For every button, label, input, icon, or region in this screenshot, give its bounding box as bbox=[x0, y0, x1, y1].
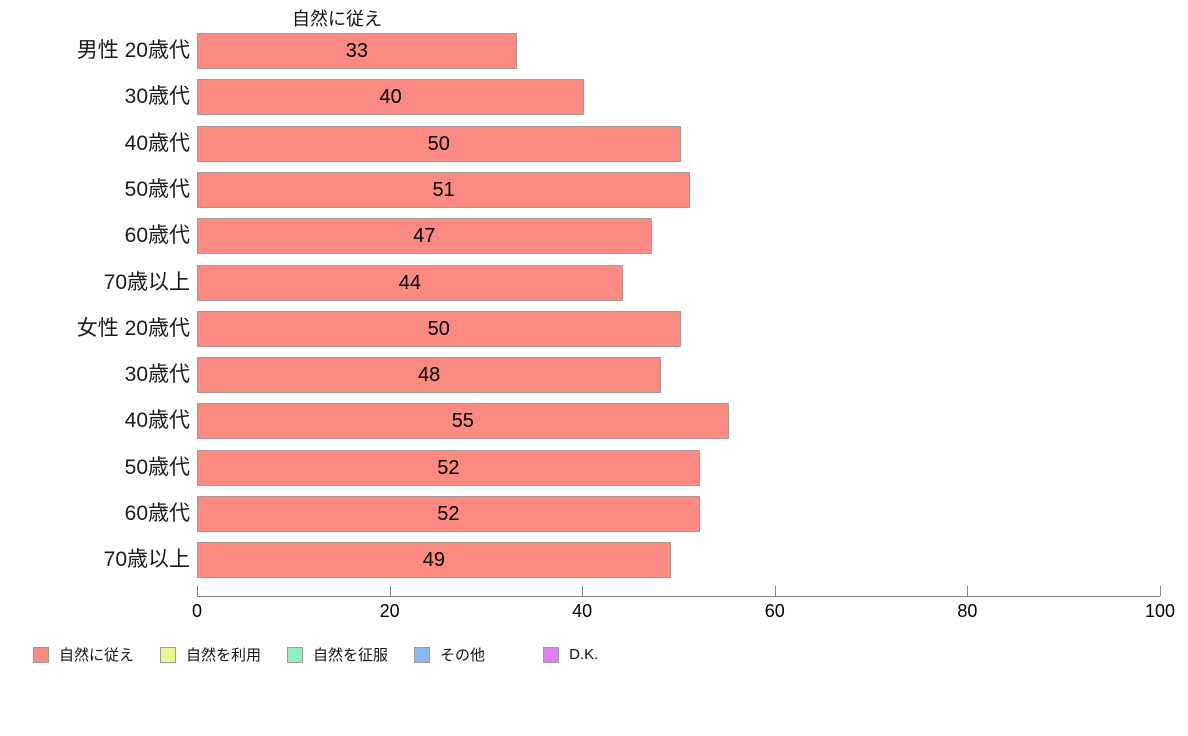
bar: 40 bbox=[197, 79, 585, 115]
bar: 50 bbox=[197, 126, 681, 162]
bar: 55 bbox=[197, 403, 729, 439]
bar-value-label: 52 bbox=[437, 503, 460, 525]
bar: 50 bbox=[197, 311, 681, 347]
x-axis-line bbox=[197, 596, 1160, 597]
legend-item: D.K. bbox=[543, 646, 598, 663]
category-label: 60歳代 bbox=[124, 502, 190, 525]
bar-track: 50 bbox=[197, 126, 1160, 162]
bar-value-label: 47 bbox=[413, 225, 436, 247]
bar-value-label: 55 bbox=[451, 410, 474, 432]
bar-row: 70歳以上 44 bbox=[0, 265, 1188, 301]
bar-track: 47 bbox=[197, 218, 1160, 254]
x-axis-tick-label: 60 bbox=[764, 601, 785, 621]
bar-track: 44 bbox=[197, 265, 1160, 301]
x-axis-tick-mark bbox=[967, 586, 969, 596]
bar-value-label: 49 bbox=[422, 549, 446, 571]
bar-row: 60歳代 52 bbox=[0, 496, 1188, 532]
bar: 44 bbox=[197, 265, 623, 301]
bar: 52 bbox=[197, 450, 700, 486]
x-axis-tick-label: 80 bbox=[957, 601, 978, 621]
bar-row: 50歳代 52 bbox=[0, 450, 1188, 486]
x-axis-tick-mark bbox=[197, 586, 198, 596]
legend-label: 自然に従え bbox=[59, 647, 135, 664]
bar-rows: 男性 20歳代 33 30歳代 40 40歳代 50 50歳代 51 60歳代 47 70歳以上 44… bbox=[0, 33, 1188, 578]
bar: 52 bbox=[197, 496, 700, 532]
bar-row: 30歳代 40 bbox=[0, 79, 1188, 115]
bar-value-label: 51 bbox=[432, 179, 455, 201]
category-label: 50歳代 bbox=[124, 178, 190, 201]
x-axis-tick-mark bbox=[774, 586, 776, 596]
bar-value-label: 50 bbox=[427, 318, 450, 340]
category-label: 30歳代 bbox=[124, 85, 190, 108]
legend-item: 自然を征服 bbox=[287, 644, 388, 665]
category-label: 70歳以上 bbox=[103, 271, 190, 294]
category-label: 40歳代 bbox=[124, 132, 190, 155]
bar-row: 女性 20歳代 50 bbox=[0, 311, 1188, 347]
bar-value-label: 33 bbox=[345, 40, 369, 62]
x-axis-tick-label: 100 bbox=[1144, 601, 1176, 621]
x-axis-tick-mark bbox=[389, 586, 391, 596]
bar-row: 30歳代 48 bbox=[0, 357, 1188, 393]
legend-item: その他 bbox=[414, 644, 485, 665]
legend-label: 自然を征服 bbox=[313, 647, 389, 664]
bar-track: 52 bbox=[197, 450, 1160, 486]
bar-row: 40歳代 55 bbox=[0, 403, 1188, 439]
legend-swatch-icon bbox=[160, 646, 177, 663]
bar-value-label: 44 bbox=[398, 272, 421, 294]
category-label: 女性 20歳代 bbox=[76, 317, 190, 340]
bar-row: 男性 20歳代 33 bbox=[0, 33, 1188, 69]
legend-swatch-icon bbox=[287, 646, 304, 663]
bar: 33 bbox=[197, 33, 517, 69]
bar-row: 70歳以上 49 bbox=[0, 542, 1188, 578]
x-axis-tick-label: 20 bbox=[379, 601, 400, 621]
bar-row: 60歳代 47 bbox=[0, 218, 1188, 254]
bar: 49 bbox=[197, 542, 671, 578]
bar: 47 bbox=[197, 218, 652, 254]
legend-swatch-icon bbox=[414, 646, 431, 663]
bar-value-label: 40 bbox=[379, 86, 402, 108]
bar-row: 50歳代 51 bbox=[0, 172, 1188, 208]
legend-label: D.K. bbox=[569, 646, 599, 663]
bar-row: 40歳代 50 bbox=[0, 126, 1188, 162]
bar-track: 48 bbox=[197, 357, 1160, 393]
category-label: 30歳代 bbox=[124, 363, 190, 386]
chart-title: 自然に従え bbox=[292, 9, 382, 29]
legend-label: その他 bbox=[440, 647, 486, 664]
bar: 48 bbox=[197, 357, 662, 393]
bar-track: 40 bbox=[197, 79, 1160, 115]
bar-track: 49 bbox=[197, 542, 1160, 578]
bar-value-label: 50 bbox=[427, 133, 450, 155]
bar-value-label: 48 bbox=[417, 364, 441, 386]
legend-item: 自然に従え bbox=[33, 644, 134, 665]
bar-track: 33 bbox=[197, 33, 1160, 69]
category-label: 60歳代 bbox=[124, 224, 190, 247]
legend-swatch-icon bbox=[33, 646, 49, 663]
category-label: 50歳代 bbox=[124, 456, 190, 479]
x-axis-tick-mark bbox=[1160, 586, 1161, 596]
bar-track: 52 bbox=[197, 496, 1160, 532]
legend-label: 自然を利用 bbox=[186, 647, 262, 664]
x-axis: 0 20 40 60 80 100 bbox=[192, 586, 1175, 628]
bar-value-label: 52 bbox=[437, 457, 460, 479]
legend: 自然に従え 自然を利用 自然を征服 その他 D.K. bbox=[33, 644, 624, 665]
x-axis-tick-label: 0 bbox=[191, 601, 202, 621]
legend-swatch-icon bbox=[543, 646, 560, 663]
x-axis-tick-label: 40 bbox=[572, 601, 593, 621]
legend-item: 自然を利用 bbox=[160, 644, 261, 665]
category-label: 男性 20歳代 bbox=[76, 39, 190, 62]
bar-track: 55 bbox=[197, 403, 1160, 439]
category-label: 70歳以上 bbox=[103, 548, 190, 571]
category-label: 40歳代 bbox=[124, 409, 190, 432]
bar-track: 51 bbox=[197, 172, 1160, 208]
bar: 51 bbox=[197, 172, 691, 208]
bar-track: 50 bbox=[197, 311, 1160, 347]
x-axis-tick-mark bbox=[582, 586, 584, 596]
